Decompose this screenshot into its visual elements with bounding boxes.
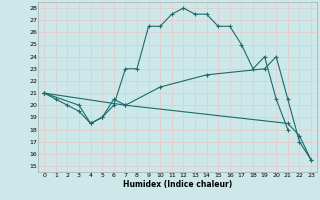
- X-axis label: Humidex (Indice chaleur): Humidex (Indice chaleur): [123, 180, 232, 189]
